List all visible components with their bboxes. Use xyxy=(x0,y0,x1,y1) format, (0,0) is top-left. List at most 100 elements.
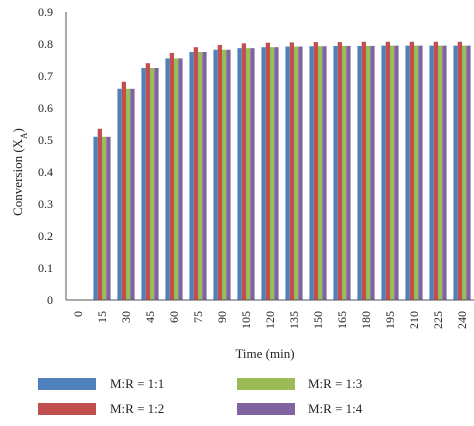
bars-group xyxy=(93,41,471,301)
legend-swatch xyxy=(237,403,295,415)
bar xyxy=(433,41,438,300)
x-tick-label: 105 xyxy=(239,311,253,329)
bar xyxy=(453,45,458,300)
bar xyxy=(285,46,290,301)
x-tick-label: 180 xyxy=(359,311,373,329)
bar xyxy=(289,42,294,301)
y-tick-label: 0.8 xyxy=(38,37,53,51)
bar xyxy=(102,136,107,300)
bar xyxy=(202,52,207,300)
x-tick-label: 210 xyxy=(407,311,421,329)
y-tick-label: 0.6 xyxy=(38,101,53,115)
bar xyxy=(429,45,434,300)
bar xyxy=(394,45,399,300)
bar xyxy=(462,45,467,300)
bar xyxy=(141,68,146,300)
bar xyxy=(357,45,362,300)
bar xyxy=(154,68,159,300)
bar xyxy=(261,47,266,301)
y-tick-label: 0.9 xyxy=(38,5,53,19)
bar xyxy=(442,45,447,300)
bar xyxy=(97,128,102,300)
y-axis-title-subscript: A xyxy=(19,132,29,139)
bar xyxy=(457,41,462,300)
bar xyxy=(298,46,303,301)
bar xyxy=(250,48,255,300)
bar xyxy=(270,47,275,301)
legend-swatch xyxy=(38,378,96,390)
bar xyxy=(333,45,338,300)
bar xyxy=(381,45,386,300)
x-tick-label: 240 xyxy=(455,311,469,329)
y-tick-label: 0.3 xyxy=(38,197,53,211)
bar xyxy=(274,47,279,301)
bar xyxy=(322,46,327,300)
bar xyxy=(405,45,410,300)
bar xyxy=(414,45,419,300)
bar xyxy=(361,41,366,300)
bar xyxy=(178,58,183,301)
bar xyxy=(265,42,270,300)
x-tick-label: 15 xyxy=(95,311,109,323)
y-tick-label: 0.1 xyxy=(38,261,53,275)
bar xyxy=(126,88,131,300)
x-tick-label: 75 xyxy=(191,311,205,323)
x-tick-label: 135 xyxy=(287,311,301,329)
bar xyxy=(346,45,351,300)
y-tick-label: 0.2 xyxy=(38,229,53,243)
bar xyxy=(93,136,98,300)
x-tick-label: 225 xyxy=(431,311,445,329)
x-tick-label: 30 xyxy=(119,311,133,323)
bar xyxy=(466,45,471,300)
y-axis-title: Conversion (XA) xyxy=(10,128,29,216)
x-tick-label: 120 xyxy=(263,311,277,329)
bar xyxy=(217,44,222,301)
y-axis-title-close: ) xyxy=(10,128,25,132)
y-tick-label: 0.5 xyxy=(38,133,53,147)
x-tick-label: 60 xyxy=(167,311,181,323)
bar xyxy=(241,43,246,301)
y-tick-labels: 0 0.1 0.2 0.3 0.4 0.5 0.6 0.7 0.8 0.9 xyxy=(38,5,53,307)
bar xyxy=(222,49,227,301)
bar xyxy=(370,45,375,300)
bar xyxy=(193,47,198,301)
bar xyxy=(117,88,122,300)
legend: M:R = 1:1 M:R = 1:2 M:R = 1:3 M:R = 1:4 xyxy=(38,376,363,416)
bar xyxy=(342,45,347,300)
y-tick-label: 0 xyxy=(47,293,53,307)
legend-label: M:R = 1:3 xyxy=(308,376,362,391)
bar xyxy=(309,46,314,300)
legend-swatch xyxy=(237,378,295,390)
bar xyxy=(337,42,342,301)
bar xyxy=(366,45,371,300)
bar xyxy=(121,81,126,300)
bar xyxy=(150,68,155,300)
x-tick-label: 150 xyxy=(311,311,325,329)
bar xyxy=(409,41,414,300)
bar xyxy=(165,58,170,301)
bar xyxy=(213,49,218,301)
x-tick-label: 90 xyxy=(215,311,229,323)
y-tick-label: 0.4 xyxy=(38,165,53,179)
bar xyxy=(237,48,242,300)
legend-swatch xyxy=(38,403,96,415)
bar xyxy=(318,46,323,300)
x-tick-labels: 0 15 30 45 60 75 90 105 120 135 150 165 180 195 210 225… xyxy=(71,311,469,329)
x-tick-label: 195 xyxy=(383,311,397,329)
bar xyxy=(294,46,299,301)
x-axis-title: Time (min) xyxy=(235,346,294,361)
bar xyxy=(390,45,395,300)
bar xyxy=(418,45,423,300)
legend-label: M:R = 1:1 xyxy=(110,376,164,391)
y-tick-label: 0.7 xyxy=(38,69,53,83)
legend-label: M:R = 1:4 xyxy=(308,401,363,416)
bar xyxy=(246,48,251,300)
bar xyxy=(313,42,318,301)
bar xyxy=(438,45,443,300)
bar xyxy=(385,41,390,300)
bar xyxy=(145,63,150,301)
legend-label: M:R = 1:2 xyxy=(110,401,164,416)
bar xyxy=(130,88,135,300)
bar xyxy=(174,58,179,301)
